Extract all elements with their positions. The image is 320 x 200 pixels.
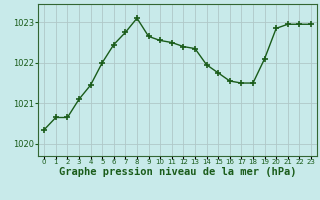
X-axis label: Graphe pression niveau de la mer (hPa): Graphe pression niveau de la mer (hPa) — [59, 167, 296, 177]
